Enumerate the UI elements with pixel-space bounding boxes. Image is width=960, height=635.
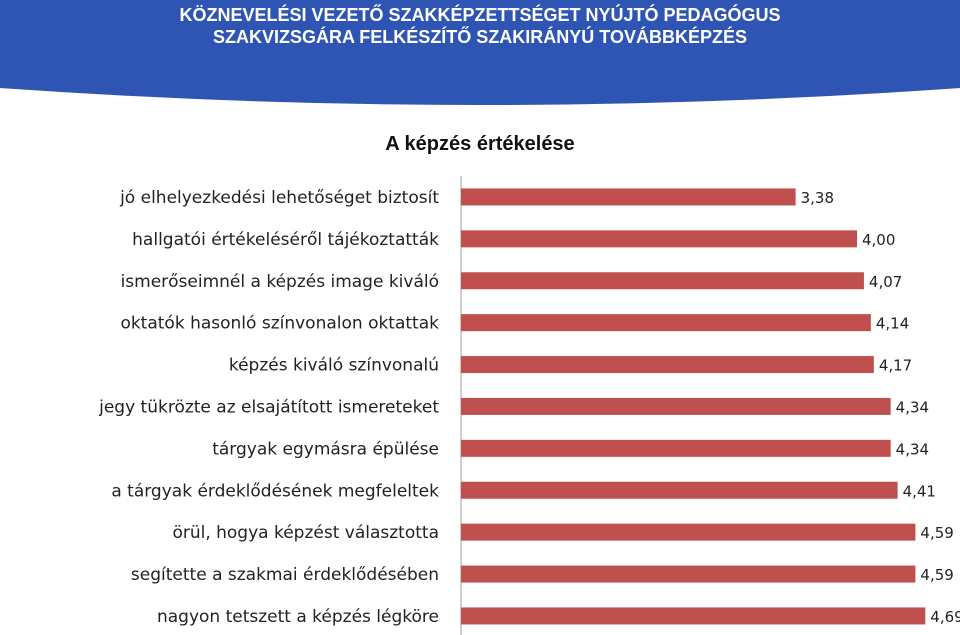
bar xyxy=(461,523,916,541)
data-label: 4,69 xyxy=(930,608,960,626)
data-label: 4,17 xyxy=(879,357,912,375)
bar xyxy=(461,397,891,415)
data-label: 4,34 xyxy=(896,398,929,416)
category-label: nagyon tetszett a képzés légköre xyxy=(157,607,439,627)
bar xyxy=(461,188,796,206)
header-banner: KÖZNEVELÉSI VEZETŐ SZAKKÉPZETTSÉGET NYÚJ… xyxy=(0,0,960,110)
data-label: 4,00 xyxy=(862,231,895,249)
bar xyxy=(461,356,874,374)
chart-title: A képzés értékelése xyxy=(385,133,575,155)
data-label: 4,59 xyxy=(920,566,953,584)
data-label: 3,38 xyxy=(801,189,834,207)
banner-title-line1: KÖZNEVELÉSI VEZETŐ SZAKKÉPZETTSÉGET NYÚJ… xyxy=(179,5,781,25)
banner-background xyxy=(0,0,960,105)
banner-title: KÖZNEVELÉSI VEZETŐ SZAKKÉPZETTSÉGET NYÚJ… xyxy=(0,4,960,48)
bar xyxy=(461,230,857,248)
bar xyxy=(461,607,926,625)
data-label: 4,07 xyxy=(869,273,902,291)
category-label: hallgatói értékeléséről tájékoztatták xyxy=(132,230,439,250)
category-label: jegy tükrözte az elsajátított ismereteke… xyxy=(98,397,439,417)
bar xyxy=(461,565,916,583)
category-label: jó elhelyezkedési lehetőséget biztosít xyxy=(119,188,439,208)
category-label: tárgyak egymásra épülése xyxy=(212,439,439,459)
bar xyxy=(461,272,864,290)
data-label: 4,14 xyxy=(876,315,909,333)
category-label: képzés kiváló színvonalú xyxy=(229,356,439,376)
category-label: segítette a szakmai érdeklődésében xyxy=(131,565,439,585)
bar xyxy=(461,314,871,332)
data-label: 4,34 xyxy=(896,440,929,458)
category-label: a tárgyak érdeklődésének megfeleltek xyxy=(111,481,439,501)
category-label: oktatók hasonló színvonalon oktattak xyxy=(120,314,439,334)
category-label: ismerőseimnél a képzés image kiváló xyxy=(121,272,439,292)
category-label: örül, hogya képzést választotta xyxy=(172,523,439,543)
data-label: 4,59 xyxy=(920,524,953,542)
data-label: 4,41 xyxy=(903,482,936,500)
banner-title-line2: SZAKVIZSGÁRA FELKÉSZÍTŐ SZAKIRÁNYÚ TOVÁB… xyxy=(212,27,748,47)
bar xyxy=(461,481,898,499)
bar xyxy=(461,439,891,457)
